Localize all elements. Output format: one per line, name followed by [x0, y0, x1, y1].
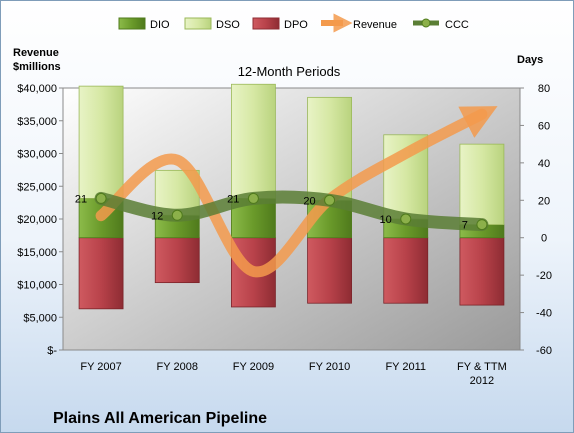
line-group	[94, 106, 498, 278]
left-tick-label: $40,000	[17, 83, 57, 95]
right-tick-label: -60	[536, 345, 552, 357]
legend-label-dio: DIO	[150, 19, 170, 31]
revenue-line	[95, 106, 498, 278]
ccc-data-label: 12	[151, 210, 163, 222]
ccc-point	[247, 192, 259, 204]
category-label-line2: 2012	[470, 375, 494, 387]
data-label-group: 21 12 21 20 10 7	[75, 193, 468, 231]
category-label: FY 2008	[157, 361, 198, 373]
legend-label-dso: DSO	[216, 19, 240, 31]
left-tick-label: $15,000	[17, 247, 57, 259]
left-axis-title-line1: Revenue	[13, 47, 59, 59]
ccc-data-label: 20	[303, 195, 315, 207]
legend-marker-ccc	[421, 18, 431, 28]
dpo-bar	[383, 237, 429, 304]
dpo-bar	[78, 237, 124, 310]
ccc-point	[324, 194, 336, 206]
right-tick-label: -20	[536, 270, 552, 282]
category-label: FY 2007	[80, 361, 121, 373]
left-tick-label: $20,000	[17, 214, 57, 226]
left-tick-label: $5,000	[23, 312, 57, 324]
legend-swatch-dso	[184, 17, 212, 30]
ccc-data-label: 21	[227, 193, 239, 205]
chart-subtitle: 12-Month Periods	[238, 64, 341, 79]
category-label: FY 2009	[233, 361, 274, 373]
bar-group	[78, 83, 505, 310]
dpo-bar	[459, 237, 505, 306]
ccc-line	[94, 190, 489, 232]
right-tick-label: 80	[538, 83, 550, 95]
legend-swatch-dpo	[252, 17, 280, 30]
dso-bar	[231, 83, 276, 199]
ccc-point	[476, 219, 488, 231]
dpo-bar	[154, 237, 200, 284]
left-tick-label: $30,000	[17, 149, 57, 161]
chart-title: Plains All American Pipeline	[53, 410, 267, 427]
left-tick-label: $35,000	[17, 116, 57, 128]
ccc-data-label: 10	[380, 214, 392, 226]
dso-bar	[459, 143, 505, 226]
category-label: FY 2011	[385, 361, 426, 373]
right-tick-label: 20	[538, 195, 550, 207]
legend-label-dpo: DPO	[284, 19, 308, 31]
ccc-point	[171, 209, 183, 221]
left-axis: $- $5,000 $10,000 $15,000 $20,000 $25,000 $30,…	[17, 83, 63, 357]
ccc-data-label: 21	[75, 193, 87, 205]
dpo-bar	[307, 237, 352, 304]
ccc-data-label: 7	[462, 220, 468, 232]
right-axis: -60 -40 -20 0 20 40 60 80	[520, 83, 552, 357]
legend-swatch-dio	[118, 17, 146, 30]
category-label: FY & TTM	[457, 361, 507, 373]
category-axis: FY 2007 FY 2008 FY 2009 FY 2010 FY 2011 FY & …	[80, 361, 506, 387]
right-tick-label: 40	[538, 158, 550, 170]
left-tick-label: $-	[47, 345, 57, 357]
category-label: FY 2010	[309, 361, 350, 373]
legend: DIO DSO DPO Revenue CCC	[118, 13, 469, 33]
left-tick-label: $25,000	[17, 181, 57, 193]
right-tick-label: -40	[536, 308, 552, 320]
dso-bar	[78, 85, 124, 199]
ccc-point	[95, 192, 107, 204]
left-tick-label: $10,000	[17, 280, 57, 292]
legend-label-ccc: CCC	[445, 19, 469, 31]
right-axis-title: Days	[517, 54, 543, 66]
ccc-point	[400, 213, 412, 225]
left-axis-title-line2: $millions	[13, 61, 61, 73]
right-tick-label: 0	[541, 233, 547, 245]
legend-label-revenue: Revenue	[353, 19, 397, 31]
right-tick-label: 60	[538, 120, 550, 132]
